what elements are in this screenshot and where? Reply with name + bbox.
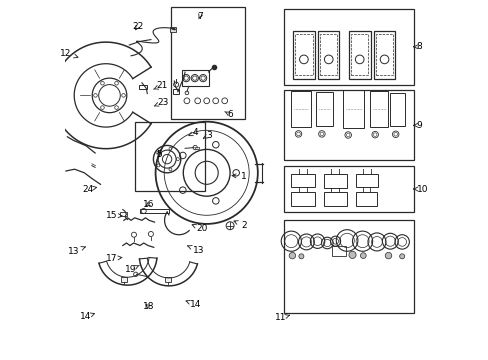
Text: 24: 24: [82, 185, 97, 194]
Bar: [323, 174, 346, 188]
Bar: [134, 122, 204, 191]
Circle shape: [348, 251, 355, 258]
Text: 5: 5: [156, 150, 162, 158]
Text: 19: 19: [125, 265, 139, 274]
Text: 14: 14: [185, 300, 201, 309]
Bar: [373, 31, 394, 79]
Circle shape: [288, 252, 295, 259]
Text: 6: 6: [224, 110, 233, 119]
Text: 18: 18: [142, 302, 154, 311]
Text: 7: 7: [197, 12, 203, 21]
Text: 9: 9: [413, 121, 422, 130]
Text: 13: 13: [68, 247, 85, 256]
Text: 12: 12: [60, 49, 78, 58]
Text: 8: 8: [413, 42, 422, 51]
Bar: [290, 174, 314, 187]
Text: 10: 10: [413, 185, 427, 194]
Bar: [120, 212, 126, 216]
Text: 3: 3: [203, 131, 212, 140]
Bar: [284, 90, 413, 160]
Bar: [355, 174, 377, 187]
Text: 21: 21: [153, 81, 167, 90]
Bar: [140, 209, 168, 213]
Bar: [350, 34, 367, 75]
Bar: [181, 70, 208, 86]
Text: 1: 1: [232, 172, 246, 181]
Text: 17: 17: [106, 254, 122, 263]
Text: 2: 2: [233, 220, 246, 230]
Bar: [295, 34, 312, 75]
Text: 23: 23: [154, 98, 168, 107]
Bar: [318, 31, 339, 79]
Bar: [316, 92, 332, 126]
Bar: [348, 31, 370, 79]
Bar: [170, 7, 244, 119]
Bar: [389, 93, 405, 126]
Text: 11: 11: [275, 313, 289, 323]
Text: 20: 20: [192, 224, 207, 233]
Bar: [323, 192, 346, 206]
Bar: [284, 166, 413, 212]
Bar: [139, 85, 146, 89]
Text: 4: 4: [188, 128, 198, 137]
Text: 22: 22: [132, 22, 143, 31]
Bar: [375, 34, 392, 75]
Bar: [292, 31, 314, 79]
Text: 16: 16: [142, 199, 154, 209]
Bar: [355, 192, 376, 206]
Text: 14: 14: [80, 312, 94, 321]
Bar: [370, 91, 387, 127]
Text: 13: 13: [187, 246, 204, 255]
Bar: [284, 220, 413, 313]
Bar: [320, 34, 336, 75]
Bar: [290, 192, 314, 206]
Bar: [194, 147, 199, 149]
Bar: [165, 277, 171, 282]
Bar: [284, 9, 413, 85]
Bar: [291, 91, 310, 127]
Bar: [331, 246, 346, 256]
Circle shape: [360, 253, 366, 258]
Circle shape: [399, 254, 404, 259]
Bar: [343, 90, 364, 128]
Circle shape: [298, 254, 303, 259]
Bar: [121, 277, 126, 282]
Text: 15: 15: [106, 211, 122, 220]
Bar: [172, 89, 179, 94]
Circle shape: [385, 252, 391, 259]
Bar: [169, 27, 176, 32]
